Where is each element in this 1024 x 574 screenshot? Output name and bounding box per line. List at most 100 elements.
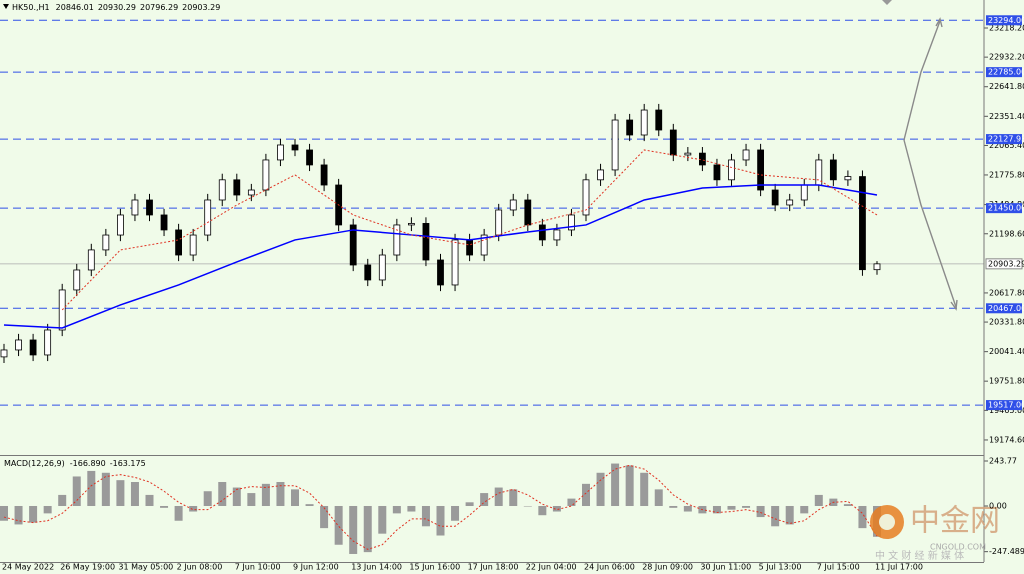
x-tick-label: 15 Jun 16:00 <box>409 563 460 572</box>
macd-bar <box>392 505 401 514</box>
symbol: HK50.,H1 <box>12 3 50 12</box>
watermark: 中金网 CNGOLD.COM 中 文 财 经 新 媒 体 <box>870 504 1000 562</box>
y-tick-label: 20617.80 <box>989 288 1024 297</box>
macd-bar <box>189 505 198 512</box>
macd-bar <box>101 472 110 506</box>
candle-body <box>204 199 212 236</box>
macd-bar <box>800 505 809 514</box>
y-tick-label: 22351.40 <box>989 112 1024 121</box>
arrowhead <box>950 299 958 311</box>
current-price-box <box>985 258 1023 270</box>
macd-bar <box>232 487 241 506</box>
y-tick-label: 19465.00 <box>989 406 1024 415</box>
macd-bar <box>712 505 721 514</box>
level-label-box <box>986 203 1022 214</box>
candle-body <box>451 239 459 286</box>
candle-body <box>553 229 561 241</box>
x-tick-label: 24 May 2022 <box>2 563 54 572</box>
candle-body <box>597 169 604 181</box>
macd-bar <box>29 505 38 523</box>
candle-body <box>480 234 488 256</box>
candle-body <box>218 179 226 201</box>
candle-body <box>146 199 153 216</box>
macd-bar <box>814 494 823 506</box>
macd-value: -166.890 <box>70 459 106 468</box>
level-label: 23294.00 <box>988 16 1024 25</box>
level-label-box <box>986 67 1022 78</box>
level-label: 20467.00 <box>988 304 1024 313</box>
macd-bar <box>305 504 314 506</box>
x-tick-label: 13 Jun 14:00 <box>351 563 402 572</box>
candle-body <box>844 176 852 181</box>
ohlc-close: 20903.29 <box>182 3 220 12</box>
candle-body <box>131 199 139 216</box>
candle-body <box>189 234 197 256</box>
ohlc-high: 20930.29 <box>98 3 136 12</box>
level-label: 21450.00 <box>988 204 1024 213</box>
candle-body <box>277 144 284 161</box>
macd-bar <box>174 505 183 521</box>
moving-average <box>61 149 878 311</box>
macd-bar <box>654 489 663 506</box>
macd-bar <box>771 505 780 527</box>
candle-body <box>58 289 66 331</box>
macd-bar <box>436 505 445 536</box>
candle-body <box>262 159 270 191</box>
candle-body <box>699 152 706 166</box>
candle-body <box>320 164 328 186</box>
candle-body <box>640 109 648 136</box>
candle-body <box>437 259 444 286</box>
macd-bar <box>669 505 678 508</box>
macd-bar <box>334 505 343 545</box>
macd-bar <box>843 504 852 506</box>
macd-bar <box>640 472 649 506</box>
candle-body <box>29 339 37 356</box>
candle-body <box>538 224 546 241</box>
watermark-name: 中金网 <box>910 504 1000 539</box>
candle-body <box>306 149 313 166</box>
candle-body <box>407 223 415 226</box>
macd-bar <box>87 470 96 506</box>
y-tick-label: 23218.20 <box>989 23 1024 32</box>
macd-bar <box>596 472 605 506</box>
macd-bar <box>58 494 67 506</box>
candle-body <box>349 224 357 266</box>
candle-body <box>713 164 721 181</box>
candle-body <box>859 176 866 271</box>
candle-body <box>771 189 779 206</box>
macd-bar <box>116 480 125 506</box>
y-tick-label: -247.489 <box>989 547 1024 556</box>
macd-bar <box>72 476 81 506</box>
macd-bar <box>218 482 227 506</box>
macd-bar <box>538 505 547 516</box>
candle-body <box>742 149 750 161</box>
candle-body <box>422 223 430 261</box>
macd-bar <box>276 482 285 506</box>
level-label: 19517.00 <box>988 401 1024 410</box>
candle-body <box>393 224 401 256</box>
forecast-arrows <box>903 17 958 311</box>
macd-bar <box>421 505 430 527</box>
macd-bar <box>625 465 634 506</box>
macd-bar <box>451 505 460 521</box>
x-tick-label: 11 Jul 17:00 <box>875 563 923 572</box>
candle-body <box>15 339 22 351</box>
level-label: 22785.00 <box>988 68 1024 77</box>
level-label-box <box>986 400 1022 411</box>
macd-bar <box>785 505 794 525</box>
macd-bar <box>363 505 372 553</box>
candle-body <box>728 159 735 181</box>
macd-bar <box>465 502 474 506</box>
arrow-down <box>903 139 957 308</box>
chart-header: HK50.,H1 20846.01 20930.29 20796.29 20903.29 <box>12 3 220 12</box>
candle-body <box>175 229 183 256</box>
macd-bar <box>43 505 52 514</box>
x-tick-label: 31 May 05:00 <box>118 563 173 572</box>
macd-bar <box>523 505 532 507</box>
macd-bar <box>727 505 736 510</box>
macd-bar <box>130 482 139 506</box>
candle-body <box>829 159 837 181</box>
macd-bar <box>14 505 23 525</box>
macd-bar <box>160 505 169 508</box>
